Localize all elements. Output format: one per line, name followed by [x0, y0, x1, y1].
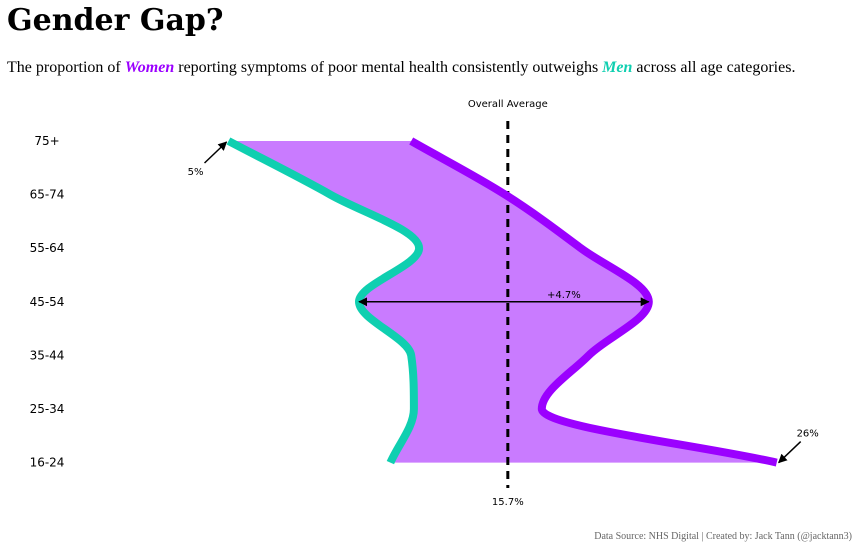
- subtitle-women-label: Women: [124, 59, 175, 76]
- age-label-25-34: 25-34: [30, 402, 65, 416]
- chart-subtitle: The proportion of Women reporting sympto…: [7, 59, 795, 77]
- age-label-45-54: 45-54: [30, 295, 65, 309]
- women-max-arrow: [778, 441, 802, 464]
- overall-average-label: Overall Average: [468, 99, 548, 110]
- data-source-footer: Data Source: NHS Digital | Created by: J…: [594, 531, 852, 542]
- age-label-75plus: 75+: [34, 134, 59, 148]
- age-label-65-74: 65-74: [30, 188, 65, 202]
- men-min-label: 5%: [188, 167, 204, 178]
- page-title: Gender Gap?: [7, 3, 224, 38]
- men-series-line: [226, 137, 424, 465]
- women-max-label: 26%: [797, 429, 819, 440]
- overall-average-value-label: 15.7%: [492, 497, 524, 508]
- age-label-35-44: 35-44: [30, 348, 65, 362]
- subtitle-text-end: across all age categories.: [632, 59, 796, 76]
- men-min-arrow: [203, 141, 228, 164]
- age-label-55-64: 55-64: [30, 241, 65, 255]
- subtitle-text-start: The proportion of: [7, 59, 125, 76]
- subtitle-men-label: Men: [602, 59, 633, 76]
- gap-label: +4.7%: [547, 290, 581, 301]
- subtitle-text-middle: reporting symptoms of poor mental health…: [174, 59, 603, 76]
- age-label-16-24: 16-24: [30, 456, 65, 470]
- women-series-line: [409, 137, 778, 467]
